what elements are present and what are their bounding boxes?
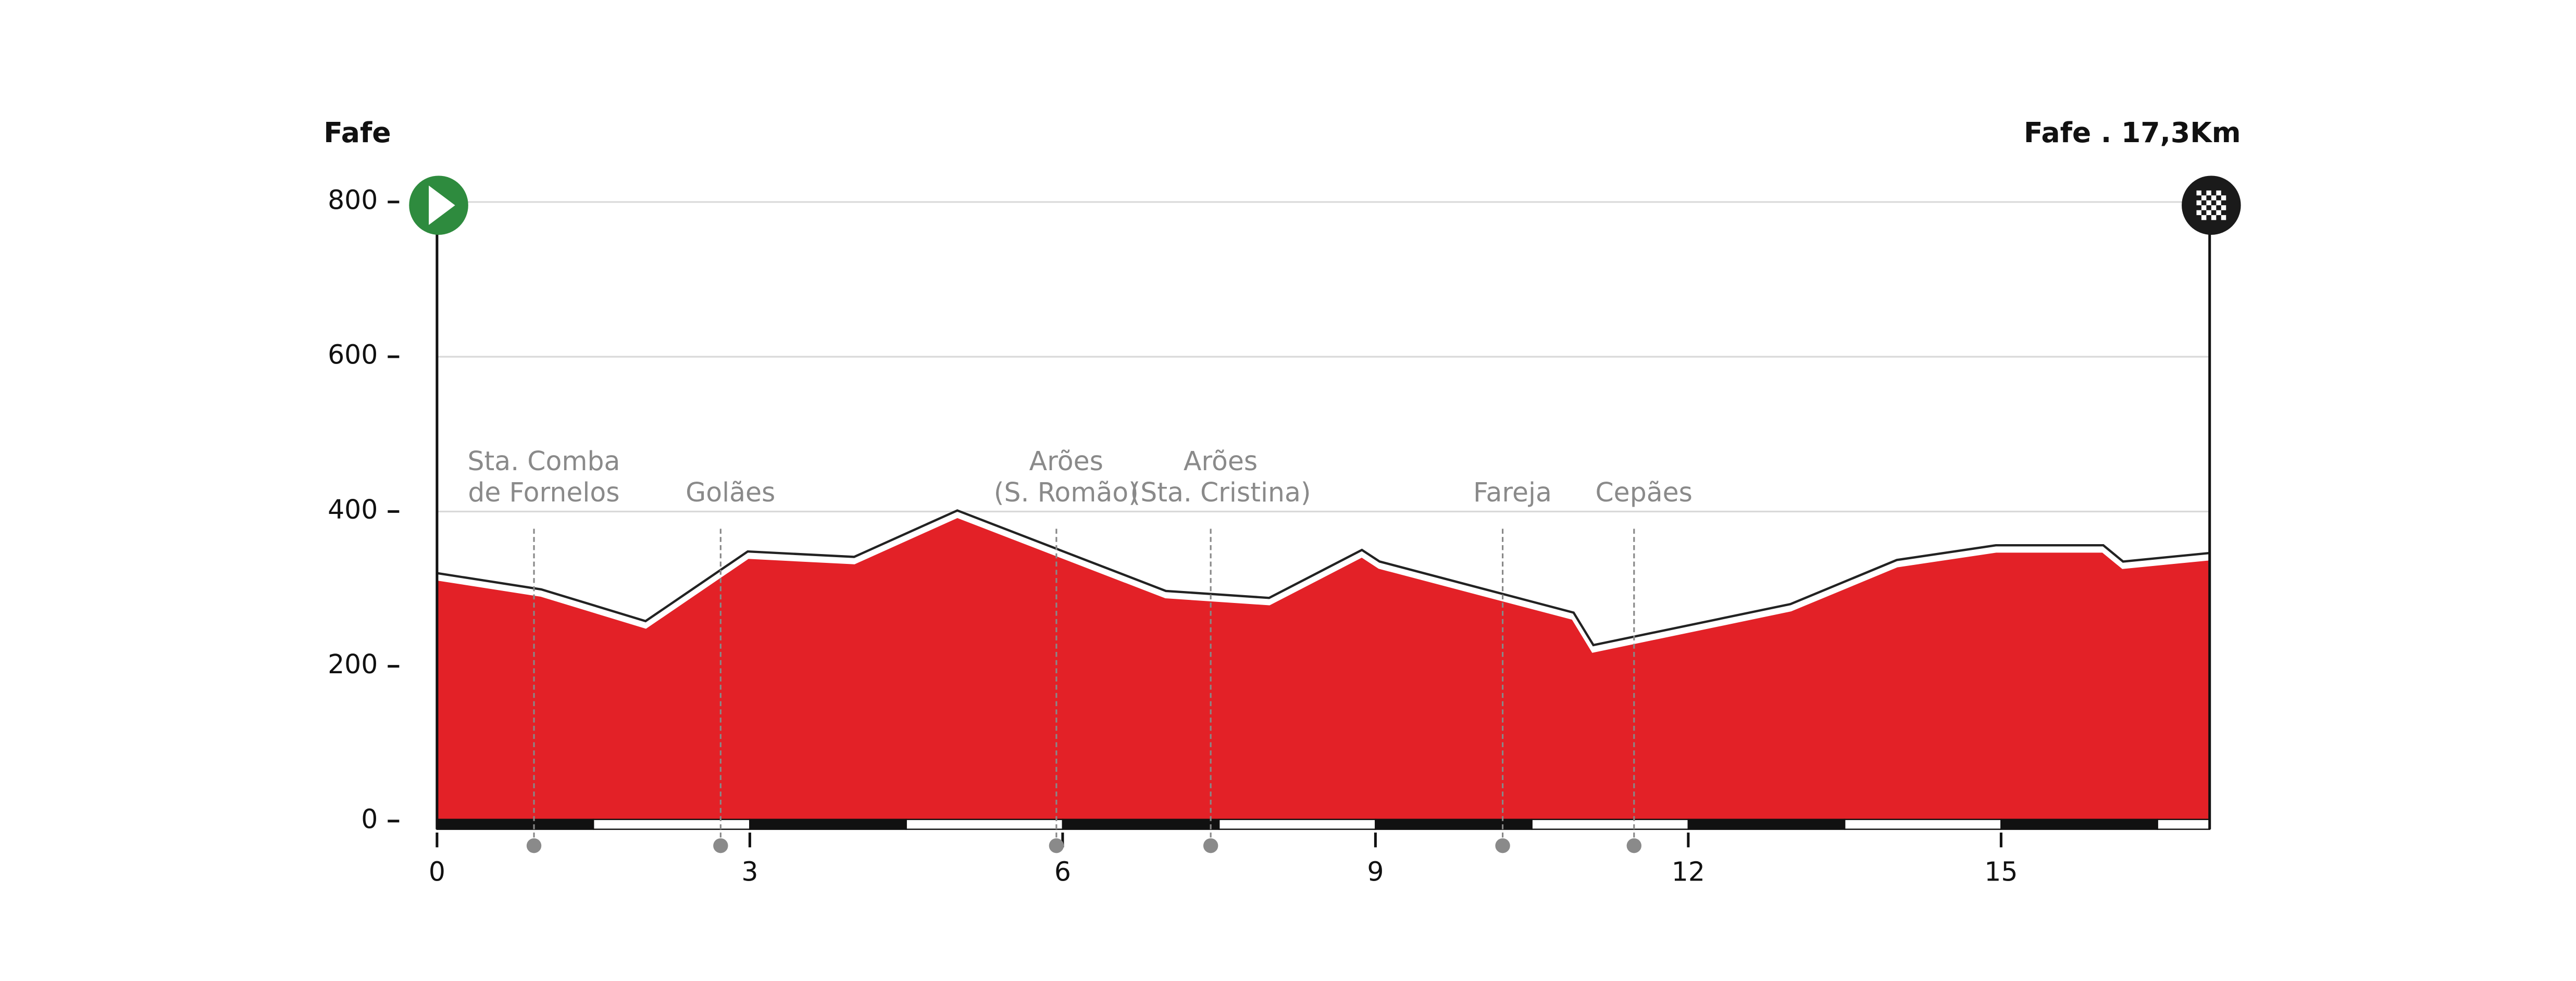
- start-label: Fafe: [323, 116, 391, 149]
- place-marker-dot: [526, 838, 542, 853]
- place-label: Cepães: [1595, 477, 1692, 508]
- km-strip: [1687, 819, 1846, 830]
- km-strip: [1062, 819, 1220, 830]
- start-arrow: [429, 185, 455, 225]
- checker-cell: [2216, 200, 2221, 206]
- place-marker-dot: [1495, 838, 1510, 853]
- km-strip: [1531, 819, 1689, 830]
- km-strip: [1218, 819, 1376, 830]
- x-tick-label: 6: [1054, 856, 1071, 887]
- checker-cell: [2201, 215, 2207, 220]
- km-strip: [905, 819, 1064, 830]
- checker-cell: [2216, 190, 2221, 196]
- checker-cell: [2196, 210, 2201, 216]
- x-tick-label: 12: [1672, 856, 1705, 887]
- place-label: Arões: [1184, 446, 1258, 476]
- km-strip: [436, 819, 594, 830]
- place-marker-dot: [1203, 838, 1218, 853]
- checker-cell: [2206, 190, 2211, 196]
- km-strip: [749, 819, 907, 830]
- km-strip: [592, 819, 751, 830]
- checker-cell: [2221, 205, 2226, 210]
- checker-cell: [2206, 210, 2211, 216]
- elevation-area: [437, 515, 2210, 821]
- y-tick-label: 400: [328, 494, 378, 525]
- place-marker-dot: [1626, 838, 1641, 853]
- km-strip: [1844, 819, 2002, 830]
- place-label: Arões: [1029, 446, 1103, 476]
- checker-cell: [2211, 215, 2217, 220]
- elevation-outline: [437, 509, 2210, 647]
- x-tick-label: 15: [1984, 856, 2018, 887]
- y-tick-label: 200: [328, 649, 378, 680]
- checker-cell: [2196, 200, 2201, 206]
- checker-cell: [2221, 215, 2226, 220]
- y-tick-label: 800: [328, 184, 378, 215]
- place-label: (Sta. Cristina): [1130, 477, 1311, 508]
- x-tick-label: 9: [1367, 856, 1384, 887]
- place-label: Golães: [686, 477, 775, 508]
- place-marker-dot: [713, 838, 728, 853]
- finish-checker: [2196, 190, 2226, 220]
- km-strip: [2157, 819, 2210, 830]
- checker-cell: [2201, 205, 2207, 210]
- elevation-edge: [437, 512, 2210, 653]
- place-label: Fareja: [1473, 477, 1552, 508]
- y-tick-label: 600: [328, 339, 378, 370]
- km-strip: [2000, 819, 2158, 830]
- x-tick-label: 0: [429, 856, 445, 887]
- place-label: (S. Romão): [994, 477, 1139, 508]
- checker-cell: [2221, 195, 2226, 200]
- checker-cell: [2211, 205, 2217, 210]
- checker-cell: [2196, 190, 2201, 196]
- checker-cell: [2211, 195, 2217, 200]
- checker-cell: [2216, 210, 2221, 216]
- y-tick-label: 0: [361, 803, 378, 834]
- checker-cell: [2206, 200, 2211, 206]
- place-label: Sta. Comba: [468, 446, 620, 476]
- place-marker-dot: [1049, 838, 1064, 853]
- checker-cell: [2201, 195, 2207, 200]
- x-tick-label: 3: [741, 856, 758, 887]
- place-label: de Fornelos: [468, 477, 619, 508]
- finish-label: Fafe . 17,3Km: [2024, 116, 2241, 149]
- km-strip: [1375, 819, 1533, 830]
